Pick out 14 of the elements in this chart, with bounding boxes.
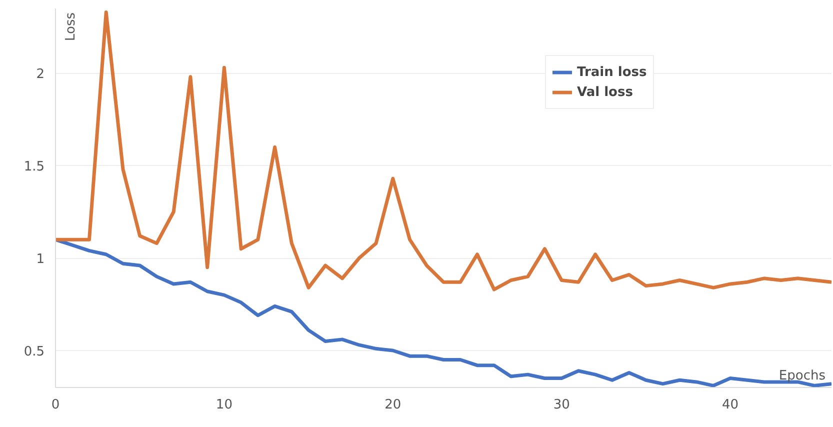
x-tick-label: 30 xyxy=(553,398,570,412)
x-tick-label: 40 xyxy=(722,398,739,412)
y-tick-label: 2 xyxy=(36,67,45,82)
x-axis-title: Epochs xyxy=(778,368,826,384)
line-series xyxy=(56,10,832,292)
x-tick-label: 20 xyxy=(384,398,402,412)
x-tick-label: 0 xyxy=(51,398,60,412)
legend-label: Train loss xyxy=(577,64,647,80)
y-tick-label: 1.5 xyxy=(24,160,45,175)
y-tick-label: 1 xyxy=(36,252,45,268)
legend-label: Val loss xyxy=(577,84,633,100)
y-axis-title: Loss xyxy=(64,12,78,42)
x-tick-label: 10 xyxy=(216,398,232,412)
y-tick-label: 0.5 xyxy=(24,344,45,360)
